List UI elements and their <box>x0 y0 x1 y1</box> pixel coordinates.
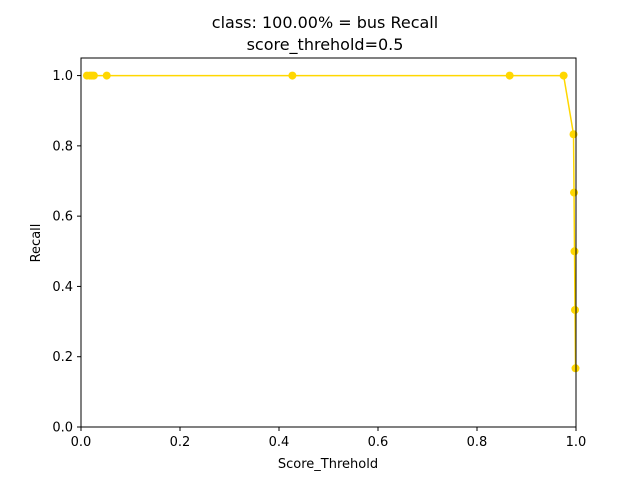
y-axis-label: Recall <box>29 224 44 263</box>
data-point <box>288 71 297 80</box>
x-tick-label: 0.8 <box>467 435 488 450</box>
x-tick-label: 0.2 <box>170 435 191 450</box>
x-tick-label: 0.6 <box>368 435 389 450</box>
y-tick-label: 1.0 <box>52 69 73 84</box>
y-tick-label: 0.8 <box>52 139 73 154</box>
data-point <box>571 305 580 314</box>
series-line <box>86 74 577 369</box>
y-tick-label: 0.4 <box>52 280 73 295</box>
x-axis-label: Score_Threhold <box>278 457 378 472</box>
data-point <box>505 71 514 80</box>
y-tick-label: 0.2 <box>52 350 73 365</box>
chart-title: class: 100.00% = bus Recall <box>212 13 438 32</box>
x-tick-label: 1.0 <box>566 435 587 450</box>
data-point <box>89 71 98 80</box>
y-tick-label: 0.6 <box>52 210 73 225</box>
axis-ticks: 0.0 0.2 0.4 0.6 0.8 1.0 0.0 0.2 0.4 0.6 0.8 1.0 <box>52 69 586 450</box>
x-tick-label: 0.4 <box>269 435 290 450</box>
data-series <box>82 71 580 373</box>
data-point <box>570 188 579 197</box>
data-point <box>570 247 579 256</box>
x-tick-label: 0.0 <box>71 435 92 450</box>
data-point <box>559 71 568 80</box>
plot-frame <box>80 57 577 428</box>
y-tick-label: 0.0 <box>52 421 73 436</box>
chart-subtitle: score_threhold=0.5 <box>247 35 404 55</box>
data-point <box>102 71 111 80</box>
